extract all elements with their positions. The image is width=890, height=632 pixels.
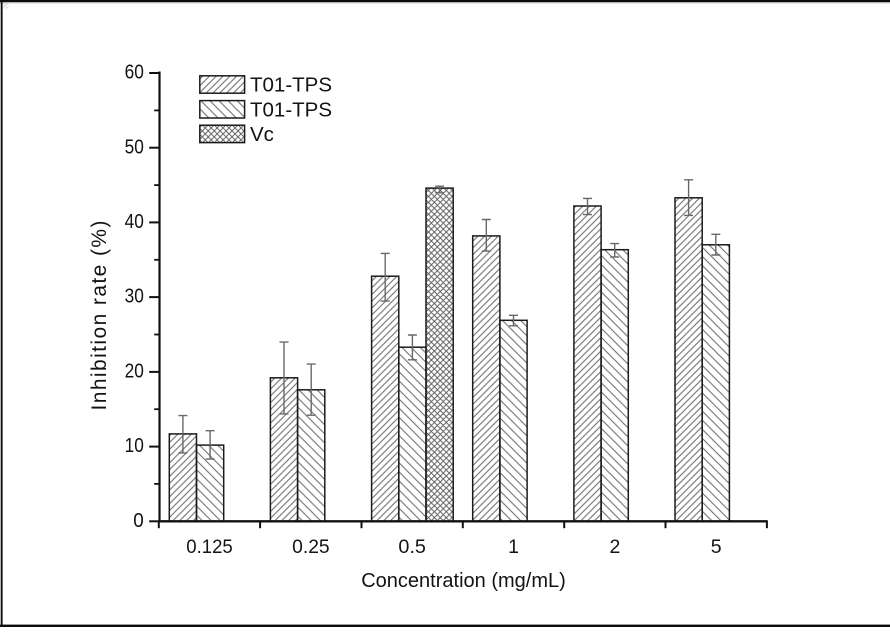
svg-text:Vc: Vc bbox=[250, 123, 274, 146]
svg-text:1: 1 bbox=[508, 536, 519, 558]
svg-text:30: 30 bbox=[125, 286, 144, 308]
svg-text:0.125: 0.125 bbox=[186, 536, 233, 558]
svg-text:0.5: 0.5 bbox=[398, 536, 426, 558]
svg-text:0: 0 bbox=[133, 510, 144, 532]
svg-text:50: 50 bbox=[125, 136, 144, 158]
svg-text:T01-TPS: T01-TPS bbox=[250, 99, 332, 122]
svg-text:5: 5 bbox=[711, 536, 722, 558]
svg-text:60: 60 bbox=[125, 62, 144, 84]
svg-text:10: 10 bbox=[125, 435, 144, 457]
svg-text:0.25: 0.25 bbox=[292, 536, 330, 558]
svg-text:2: 2 bbox=[609, 536, 620, 558]
svg-text:20: 20 bbox=[125, 361, 144, 383]
svg-text:Inhibition rate (%): Inhibition rate (%) bbox=[88, 221, 111, 411]
svg-text:40: 40 bbox=[125, 211, 144, 233]
svg-text:T01-TPS: T01-TPS bbox=[250, 74, 332, 97]
svg-text:Concentration (mg/mL): Concentration (mg/mL) bbox=[361, 570, 566, 592]
